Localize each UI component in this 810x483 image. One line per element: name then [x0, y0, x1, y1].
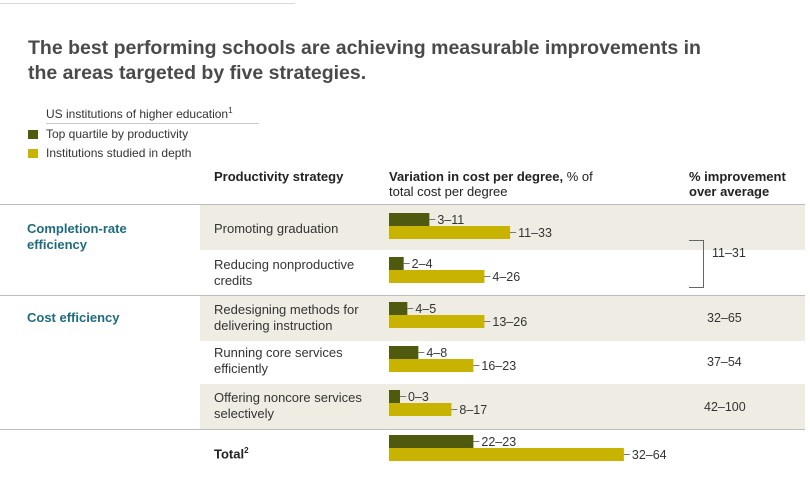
group-label-completion-rate: Completion-rate efficiency: [27, 221, 127, 253]
top-rule: [0, 3, 295, 4]
legend-item-top-quartile: Top quartile by productivity: [28, 128, 259, 141]
bar-label-top-quartile-redesigning-methods: 4–5: [415, 302, 436, 316]
strategy-label-noncore-services: Offering noncore services selectively: [214, 390, 362, 422]
strategy-label-noncore-services-line1: Offering noncore services: [214, 390, 362, 405]
group-label-completion-rate-line2: efficiency: [27, 237, 87, 252]
strategy-label-total-note: 2: [244, 446, 249, 455]
bar-label-top-quartile-noncore-services: 0–3: [408, 390, 429, 404]
legend: US institutions of higher education1 Top…: [28, 104, 259, 166]
bar-label-studied-redesigning-methods: 13–26: [492, 315, 527, 329]
bar-studied-redesigning-methods: [389, 315, 485, 328]
bar-top-quartile-total: [389, 435, 474, 448]
strategy-label-promoting-graduation: Promoting graduation: [214, 221, 338, 237]
strategy-label-redesigning-methods: Redesigning methods for delivering instr…: [214, 302, 359, 334]
bar-label-top-quartile-promoting-graduation: 3–11: [437, 213, 464, 227]
bar-label-studied-reducing-credits: 4–26: [492, 270, 520, 284]
legend-label-top-quartile: Top quartile by productivity: [46, 127, 189, 141]
column-header-variation-bold: Variation in cost per degree,: [389, 169, 564, 184]
strategy-label-noncore-services-line2: selectively: [214, 406, 274, 421]
bar-top-quartile-noncore-services: [389, 390, 401, 403]
bar-label-top-quartile-total: 22–23: [481, 435, 516, 449]
bar-label-top-quartile-reducing-credits: 2–4: [412, 257, 433, 271]
strategy-label-core-services-line2: efficiently: [214, 361, 268, 376]
bar-studied-noncore-services: [389, 403, 452, 416]
legend-label-studied: Institutions studied in depth: [46, 146, 192, 160]
rule-header: [0, 204, 805, 205]
bar-top-quartile-reducing-credits: [389, 257, 404, 270]
strategy-label-core-services: Running core services efficiently: [214, 345, 343, 377]
bar-label-studied-noncore-services: 8–17: [459, 403, 487, 417]
row-band-3: [200, 296, 805, 341]
strategy-label-promoting-graduation-line1: Promoting graduation: [214, 221, 339, 236]
bar-studied-total: [389, 448, 624, 461]
bar-top-quartile-promoting-graduation: [389, 213, 430, 226]
rule-group-1: [0, 295, 805, 296]
bar-top-quartile-redesigning-methods: [389, 302, 408, 315]
legend-rule: [46, 123, 259, 124]
column-header-improvement-line1: % improvement: [689, 169, 786, 184]
strategy-label-redesigning-methods-line2: delivering instruction: [214, 318, 333, 333]
improvement-value-noncore: 42–100: [704, 400, 746, 414]
strategy-label-core-services-line1: Running core services: [214, 345, 343, 360]
strategy-label-reducing-credits-line2: credits: [214, 273, 253, 288]
bar-studied-promoting-graduation: [389, 226, 511, 239]
legend-item-studied: Institutions studied in depth: [28, 147, 259, 160]
improvement-value-redesigning: 32–65: [707, 311, 742, 325]
column-header-improvement: % improvement over average: [689, 169, 786, 199]
column-header-variation-line2: total cost per degree: [389, 184, 508, 199]
improvement-value-completion: 11–31: [712, 246, 746, 260]
improvement-value-core-services: 37–54: [707, 355, 742, 369]
column-header-strategy-text: Productivity strategy: [214, 169, 344, 184]
legend-swatch-top-quartile: [28, 130, 38, 139]
column-header-strategy: Productivity strategy: [214, 169, 343, 184]
legend-heading: US institutions of higher education1: [28, 104, 259, 121]
bar-label-top-quartile-core-services: 4–8: [426, 346, 447, 360]
strategy-label-redesigning-methods-line1: Redesigning methods for: [214, 302, 359, 317]
bar-studied-core-services: [389, 359, 474, 372]
improvement-bracket: [689, 240, 704, 288]
bar-top-quartile-core-services: [389, 346, 419, 359]
strategy-label-reducing-credits: Reducing nonproductive credits: [214, 257, 354, 289]
group-label-cost-efficiency-line1: Cost efficiency: [27, 310, 120, 325]
group-label-cost-efficiency: Cost efficiency: [27, 310, 119, 326]
bar-studied-reducing-credits: [389, 270, 485, 283]
column-header-variation-rest: % of: [563, 169, 593, 184]
bar-label-studied-core-services: 16–23: [481, 359, 516, 373]
strategy-label-total-text: Total: [214, 446, 245, 462]
column-header-variation: Variation in cost per degree, % of total…: [389, 169, 593, 199]
rule-group-2: [0, 429, 805, 430]
column-header-improvement-line2: over average: [689, 184, 770, 199]
bar-label-studied-promoting-graduation: 11–33: [518, 226, 552, 240]
strategy-label-reducing-credits-line1: Reducing nonproductive: [214, 257, 355, 272]
legend-heading-note: 1: [228, 106, 233, 115]
row-band-5: [200, 384, 805, 429]
group-label-completion-rate-line1: Completion-rate: [27, 221, 127, 236]
legend-swatch-studied: [28, 149, 38, 158]
strategy-label-total: Total2: [214, 443, 249, 462]
legend-heading-text: US institutions of higher education: [46, 107, 229, 121]
chart-title: The best performing schools are achievin…: [28, 37, 701, 84]
bar-label-studied-total: 32–64: [632, 448, 667, 462]
